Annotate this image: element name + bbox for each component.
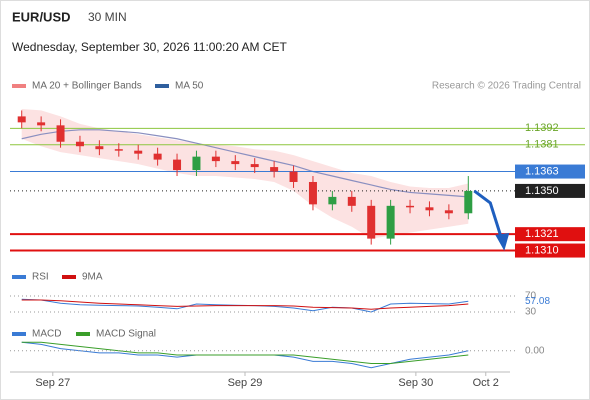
legend-swatch bbox=[12, 275, 26, 279]
candle-body bbox=[250, 164, 259, 168]
legend-label: 9MA bbox=[82, 272, 103, 283]
forecast-arrow bbox=[473, 189, 504, 242]
symbol: EUR/USD bbox=[12, 9, 71, 24]
candle-body bbox=[173, 159, 182, 171]
x-tick-label: Oct 2 bbox=[473, 377, 499, 389]
candle-body bbox=[153, 153, 162, 160]
level-box bbox=[515, 227, 585, 242]
level-label: 1.1321 bbox=[525, 228, 559, 240]
candle-body bbox=[192, 156, 201, 171]
ma50-line bbox=[21, 129, 469, 198]
legend-label: MA 50 bbox=[175, 81, 204, 92]
candle-body bbox=[367, 205, 376, 239]
candle-body bbox=[406, 205, 415, 208]
legend-swatch bbox=[155, 84, 169, 88]
candle-body bbox=[114, 149, 123, 151]
candle-body bbox=[347, 196, 356, 206]
candle-body bbox=[425, 207, 434, 211]
candle-body bbox=[134, 150, 143, 154]
y-tick-label: 0.00 bbox=[525, 345, 545, 356]
candle-body bbox=[444, 210, 453, 214]
level-label: 1.1381 bbox=[525, 139, 559, 151]
level-box bbox=[515, 243, 585, 258]
level-box bbox=[515, 183, 585, 198]
candle-body bbox=[328, 196, 337, 205]
credit: Research © 2026 Trading Central bbox=[432, 81, 581, 92]
legend-swatch bbox=[62, 275, 76, 279]
candle-body bbox=[270, 167, 279, 172]
x-tick-label: Sep 27 bbox=[35, 377, 70, 389]
y-tick-label: 70 bbox=[525, 291, 537, 302]
candle-body bbox=[308, 181, 317, 205]
level-label: 1.1310 bbox=[525, 244, 559, 256]
legend-label: MACD Signal bbox=[96, 329, 156, 340]
candle-body bbox=[211, 156, 220, 162]
candle-body bbox=[231, 161, 240, 165]
rsi-current: 57.08 bbox=[525, 296, 550, 307]
candle-body bbox=[464, 190, 473, 214]
candle-body bbox=[289, 171, 298, 182]
legend-swatch bbox=[76, 332, 90, 336]
macd-line bbox=[21, 341, 469, 364]
legend-swatch bbox=[12, 84, 26, 88]
candle-body bbox=[95, 146, 104, 150]
x-tick-label: Sep 30 bbox=[398, 377, 433, 389]
legend-label: MA 20 + Bollinger Bands bbox=[32, 81, 142, 92]
candle-body bbox=[56, 125, 65, 142]
candle-body bbox=[37, 122, 46, 126]
timeframe: 30 MIN bbox=[88, 10, 127, 24]
level-label: 1.1363 bbox=[525, 165, 559, 177]
level-label: 1.1350 bbox=[525, 185, 559, 197]
rsi-line bbox=[21, 299, 469, 310]
legend-swatch bbox=[12, 332, 26, 336]
datetime: Wednesday, September 30, 2026 11:00:20 A… bbox=[12, 40, 288, 54]
forecast-arrowhead bbox=[495, 232, 510, 251]
candle-body bbox=[17, 116, 26, 123]
candle-body bbox=[75, 141, 84, 147]
candle-body bbox=[386, 205, 395, 239]
legend-label: MACD bbox=[32, 329, 61, 340]
x-tick-label: Sep 29 bbox=[228, 377, 263, 389]
bollinger-band bbox=[21, 108, 469, 239]
y-tick-label: 30 bbox=[525, 307, 537, 318]
level-label: 1.1392 bbox=[525, 122, 559, 134]
legend-label: RSI bbox=[32, 272, 49, 283]
level-box bbox=[515, 164, 585, 179]
